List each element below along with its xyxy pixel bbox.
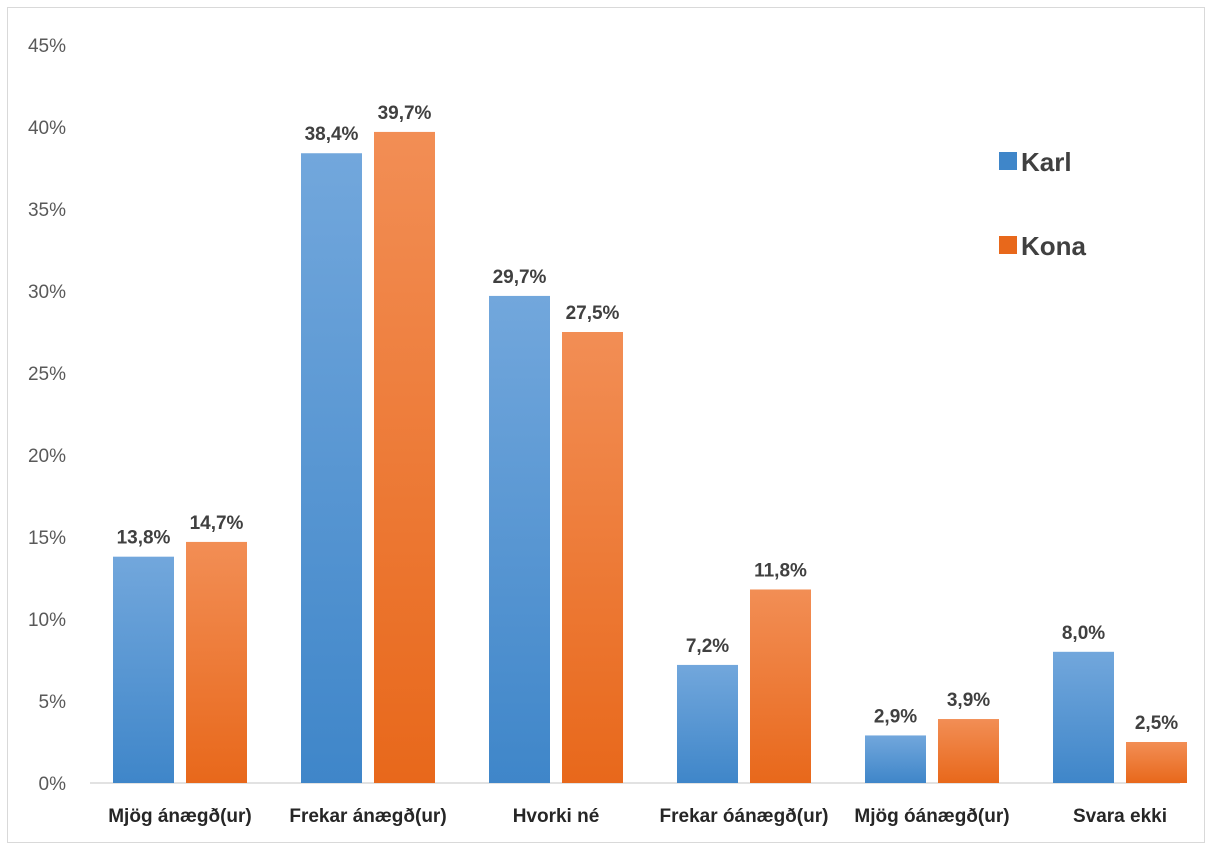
legend-label-kona: Kona	[1021, 231, 1087, 261]
bar-kona-5	[1126, 742, 1187, 783]
category-label: Mjög ánægð(ur)	[108, 806, 252, 827]
data-label-kona-1: 39,7%	[378, 103, 432, 124]
data-label-karl-0: 13,8%	[117, 528, 171, 549]
data-label-karl-2: 29,7%	[493, 267, 547, 288]
legend-swatch-karl	[999, 152, 1017, 170]
data-label-kona-2: 27,5%	[566, 303, 620, 324]
data-label-karl-1: 38,4%	[305, 124, 359, 145]
legend-swatch-kona	[999, 236, 1017, 254]
data-labels: 13,8% 14,7% 38,4% 39,7% 29,7% 27,5% 7,2% 11,8% 2…	[117, 103, 1179, 734]
y-tick-label: 15%	[28, 528, 66, 549]
y-axis-ticks: 0% 5% 10% 15% 20% 25% 30% 35% 40% 45%	[28, 36, 66, 795]
bar-karl-1	[301, 153, 362, 784]
y-tick-label: 5%	[39, 692, 67, 713]
bar-kona-2	[562, 332, 623, 783]
category-label: Svara ekki	[1073, 806, 1167, 827]
data-label-karl-5: 8,0%	[1062, 623, 1105, 644]
category-label: Hvorki né	[513, 806, 600, 827]
legend: Karl Kona	[999, 147, 1087, 261]
bar-karl-0	[113, 556, 174, 783]
bar-karl-5	[1053, 651, 1114, 783]
y-tick-label: 0%	[39, 774, 67, 795]
category-label: Frekar ánægð(ur)	[289, 806, 446, 827]
y-tick-label: 10%	[28, 610, 66, 631]
y-tick-label: 35%	[28, 200, 66, 221]
category-label: Mjög óánægð(ur)	[854, 806, 1009, 827]
y-tick-label: 30%	[28, 282, 66, 303]
data-label-karl-4: 2,9%	[874, 706, 917, 727]
category-label: Frekar óánægð(ur)	[660, 806, 829, 827]
bar-karl-2	[489, 295, 550, 783]
bar-karl-4	[865, 735, 926, 783]
data-label-karl-3: 7,2%	[686, 636, 729, 657]
bar-karl-3	[677, 664, 738, 783]
data-label-kona-4: 3,9%	[947, 690, 990, 711]
y-tick-label: 20%	[28, 446, 66, 467]
y-tick-label: 25%	[28, 364, 66, 385]
category-labels: Mjög ánægð(ur) Frekar ánægð(ur) Hvorki né F…	[108, 806, 1167, 827]
data-label-kona-3: 11,8%	[754, 560, 807, 581]
bar-kona-1	[374, 131, 435, 784]
legend-label-karl: Karl	[1021, 147, 1072, 177]
data-label-kona-5: 2,5%	[1135, 713, 1178, 734]
bars	[113, 131, 1187, 784]
y-tick-label: 45%	[28, 36, 66, 57]
bar-kona-3	[750, 589, 811, 783]
y-tick-label: 40%	[28, 118, 66, 139]
bar-kona-4	[938, 719, 999, 783]
bar-kona-0	[186, 541, 247, 783]
data-label-kona-0: 14,7%	[190, 513, 244, 534]
